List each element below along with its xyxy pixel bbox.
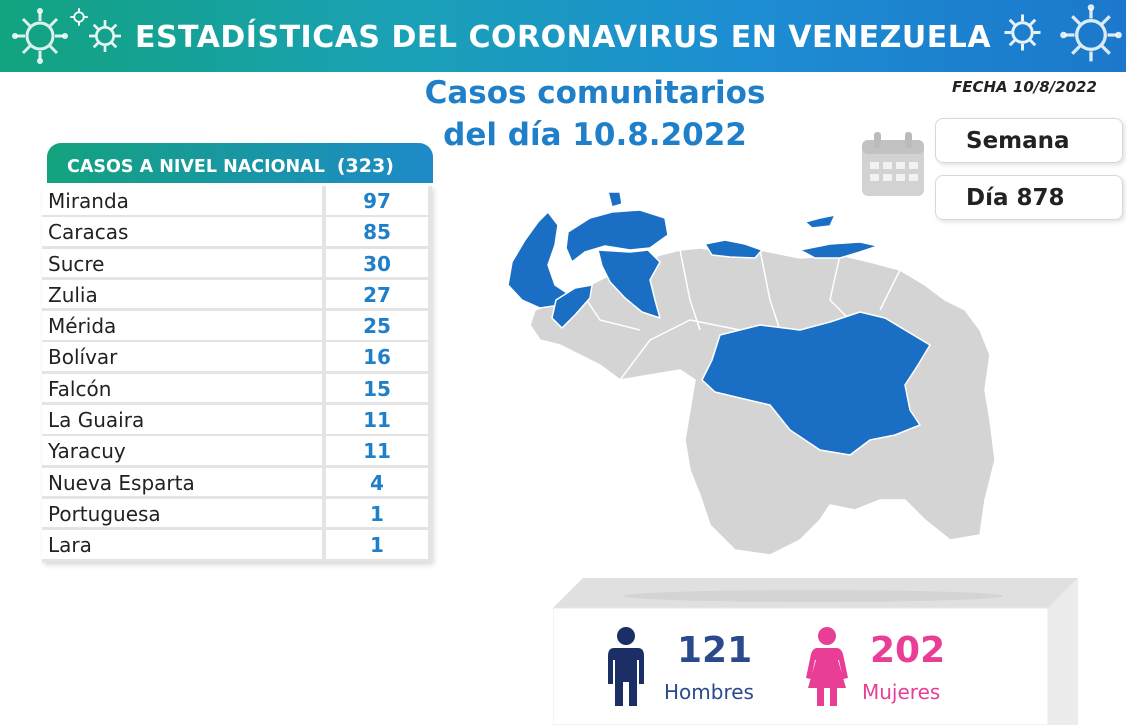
week-box: Semana 126 [935, 118, 1123, 199]
state-cases: 16 [326, 342, 428, 371]
state-cases: 11 [326, 436, 428, 465]
table-row: Caracas 85 [42, 217, 432, 246]
state-name: Bolívar [42, 342, 322, 371]
state-cases: 85 [326, 217, 428, 246]
women-label: Mujeres [862, 680, 941, 704]
map-region [607, 191, 623, 208]
state-name: La Guaira [42, 405, 322, 434]
map-region [701, 311, 931, 456]
state-name: Nueva Esparta [42, 467, 322, 497]
state-cases: 15 [326, 373, 428, 403]
map-region [799, 241, 879, 259]
state-name: Falcón [42, 373, 322, 403]
map-region [597, 249, 661, 319]
national-cases-table: Miranda 97 Caracas 85 Sucre 30 Zulia 27 Méri… [42, 186, 432, 562]
state-name: Portuguesa [42, 498, 322, 528]
national-cases-title: CASOS A NIVEL NACIONAL [67, 157, 325, 177]
table-row: Nueva Esparta 4 [42, 467, 432, 497]
state-name: Yaracuy [42, 436, 322, 465]
men-count: 121 [677, 630, 753, 671]
map-region [704, 239, 763, 259]
state-name: Miranda [42, 186, 322, 215]
virus-icon [89, 20, 121, 52]
state-cases: 27 [326, 279, 428, 309]
state-name: Zulia [42, 279, 322, 309]
map-region [579, 249, 901, 381]
state-cases: 30 [326, 248, 428, 278]
table-row: La Guaira 11 [42, 405, 432, 434]
table-row: Miranda 97 [42, 186, 432, 215]
calendar-icon [862, 132, 924, 196]
man-icon [608, 627, 644, 706]
state-name: Sucre [42, 248, 322, 278]
women-count: 202 [870, 630, 946, 671]
virus-icon [1004, 14, 1041, 51]
national-cases-header: CASOS A NIVEL NACIONAL (323) [47, 143, 433, 183]
virus-icon [1060, 4, 1122, 62]
header-banner: ESTADÍSTICAS DEL CORONAVIRUS EN VENEZUEL… [0, 0, 1126, 72]
state-cases: 1 [326, 498, 428, 528]
date-label: FECHA 10/8/2022 [952, 78, 1097, 96]
map-region [507, 211, 571, 309]
table-row: Falcón 15 [42, 373, 432, 403]
state-cases: 11 [326, 405, 428, 434]
state-cases: 25 [326, 311, 428, 340]
national-cases-total: (323) [336, 155, 394, 177]
state-cases: 1 [326, 530, 428, 559]
state-name: Mérida [42, 311, 322, 340]
map-region [804, 214, 836, 229]
day-box: Día 878 [935, 175, 1123, 220]
map-region [551, 284, 593, 329]
venezuela-map [507, 191, 996, 556]
woman-icon [806, 627, 848, 706]
banner-title: ESTADÍSTICAS DEL CORONAVIRUS EN VENEZUEL… [134, 20, 992, 55]
gender-panel [553, 578, 1078, 725]
table-row: Lara 1 [42, 530, 432, 559]
map-region [565, 209, 669, 263]
table-row: Mérida 25 [42, 311, 432, 340]
virus-icon [12, 8, 68, 64]
state-name: Caracas [42, 217, 322, 246]
table-row: Zulia 27 [42, 279, 432, 309]
table-row: Bolívar 16 [42, 342, 432, 371]
headline-line2: del día 10.8.2022 [443, 117, 747, 153]
state-cases: 4 [326, 467, 428, 497]
state-cases: 97 [326, 186, 428, 215]
table-row: Sucre 30 [42, 248, 432, 278]
headline-line1: Casos comunitarios [424, 75, 766, 111]
virus-icon [70, 8, 88, 26]
table-row: Portuguesa 1 [42, 498, 432, 528]
table-row: Yaracuy 11 [42, 436, 432, 465]
men-label: Hombres [664, 680, 754, 704]
state-name: Lara [42, 530, 322, 559]
